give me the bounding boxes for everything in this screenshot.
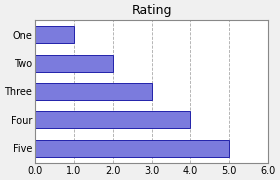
Bar [35, 83, 151, 100]
Title: Rating: Rating [131, 4, 172, 17]
Bar [35, 55, 113, 72]
Bar [35, 111, 190, 128]
Bar [35, 140, 229, 157]
Bar [35, 26, 74, 43]
